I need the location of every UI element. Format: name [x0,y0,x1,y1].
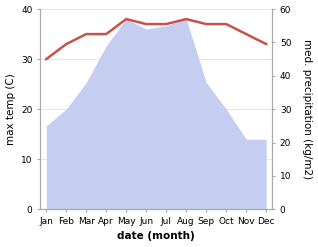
Y-axis label: med. precipitation (kg/m2): med. precipitation (kg/m2) [302,39,313,179]
X-axis label: date (month): date (month) [117,231,195,242]
Y-axis label: max temp (C): max temp (C) [5,73,16,145]
